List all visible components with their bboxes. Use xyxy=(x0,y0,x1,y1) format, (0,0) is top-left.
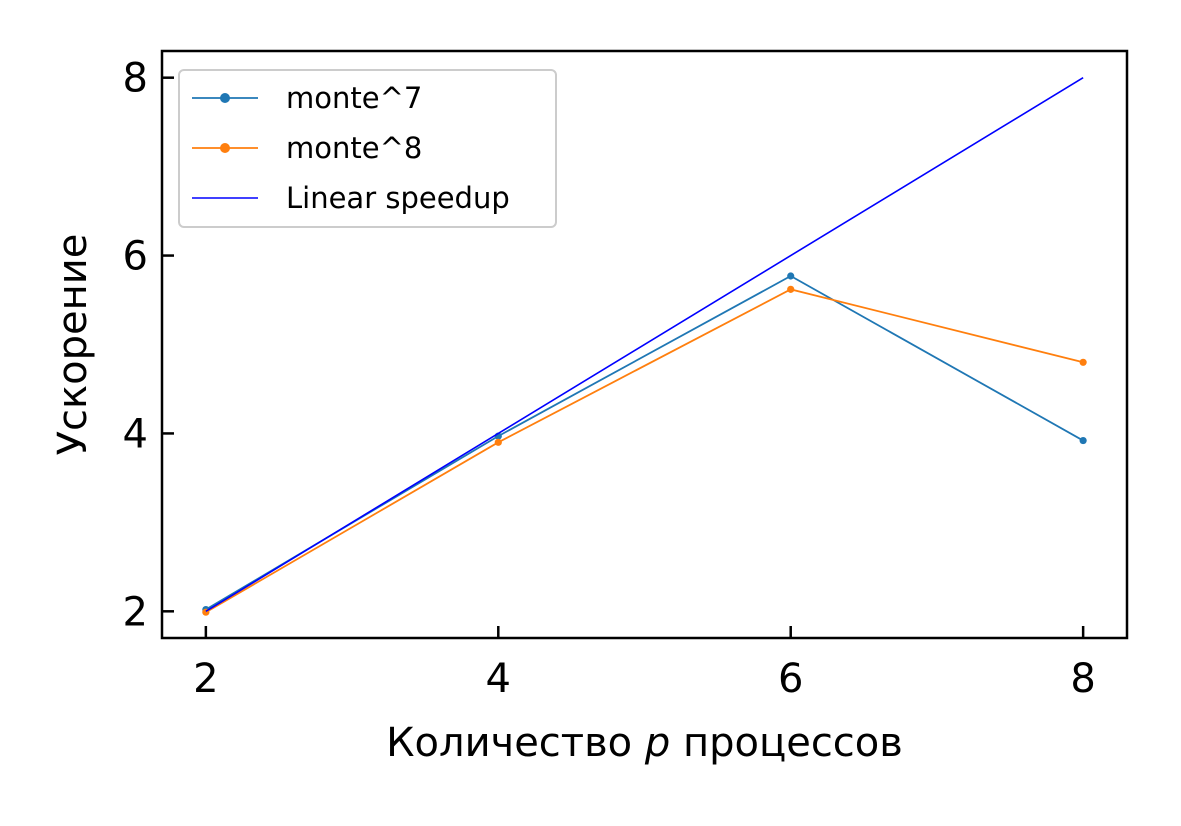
x-tick-label: 2 xyxy=(193,656,218,702)
series-line-linear-speedup xyxy=(205,76,1084,613)
y-tick-label: 8 xyxy=(123,56,148,102)
legend-box xyxy=(178,69,557,228)
x-axis-label-part-1: Количество xyxy=(386,720,645,766)
legend-marker-monte-7 xyxy=(220,93,230,103)
legend-label-monte-7: monte^7 xyxy=(286,81,422,115)
data-point-monte-8 xyxy=(787,285,795,293)
legend-label-monte-8: monte^8 xyxy=(286,131,422,165)
plot-area-frame xyxy=(160,49,1129,640)
x-axis-label-part-2: процессов xyxy=(670,720,903,766)
x-axis-label-variable: p xyxy=(644,720,670,766)
legend-label-linear-speedup: Linear speedup xyxy=(286,181,510,215)
y-tick-label: 2 xyxy=(123,589,148,635)
y-axis-label: Ускорение xyxy=(50,234,96,456)
series-line-monte-8 xyxy=(205,288,1084,613)
series-lines xyxy=(202,76,1087,616)
data-point-monte-7 xyxy=(787,272,795,280)
legend-marker-monte-8 xyxy=(220,143,230,153)
y-tick-label: 6 xyxy=(123,234,148,280)
data-point-monte-8 xyxy=(494,438,502,446)
data-point-monte-8 xyxy=(1079,358,1087,366)
y-tick-label: 4 xyxy=(123,411,148,457)
legend: monte^7 monte^8 Linear speedup xyxy=(178,69,557,228)
x-tick-label: 6 xyxy=(778,656,803,702)
x-tick-label: 4 xyxy=(486,656,511,702)
x-axis-label: Количество p процессов xyxy=(386,720,903,766)
series-line-monte-7 xyxy=(205,274,1084,611)
axis-ticks: 2 4 6 8 2 4 6 8 xyxy=(123,56,1096,702)
x-tick-label: 8 xyxy=(1070,656,1095,702)
data-point-monte-7 xyxy=(1079,436,1087,445)
